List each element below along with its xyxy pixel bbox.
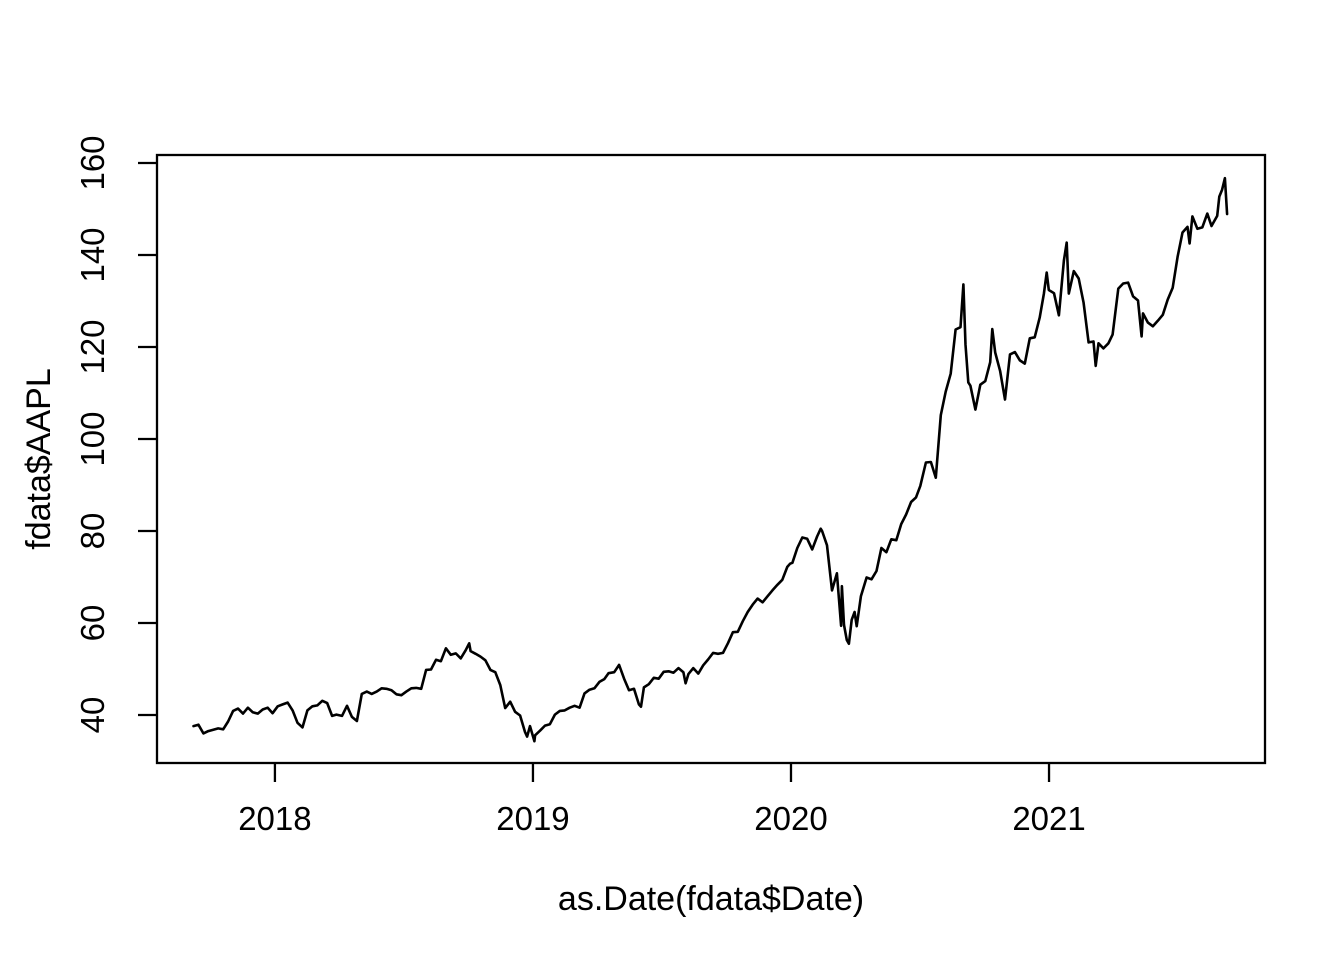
y-tick-label: 100 <box>74 411 111 466</box>
y-axis-title: fdata$AAPL <box>20 368 58 549</box>
y-tick-label: 80 <box>74 513 111 550</box>
y-tick-label: 160 <box>74 135 111 190</box>
x-tick-label: 2018 <box>238 800 311 837</box>
price-line <box>192 176 1229 743</box>
y-tick-label: 60 <box>74 605 111 642</box>
y-tick-label: 140 <box>74 227 111 282</box>
x-tick-label: 2021 <box>1012 800 1085 837</box>
y-tick-label: 40 <box>74 697 111 734</box>
plot-border <box>155 153 1267 765</box>
x-tick-label: 2020 <box>754 800 827 837</box>
x-tick-label: 2019 <box>496 800 569 837</box>
y-tick-label: 120 <box>74 319 111 374</box>
x-axis-title: as.Date(fdata$Date) <box>558 880 864 918</box>
